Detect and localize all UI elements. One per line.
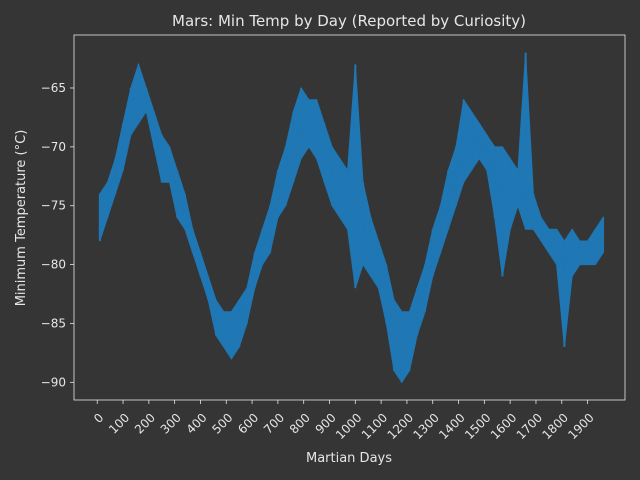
series-line xyxy=(99,92,604,349)
y-tick-label: −70 xyxy=(41,140,66,154)
plot-frame xyxy=(73,34,626,401)
y-axis-label: Minimum Temperature (°C) xyxy=(14,130,29,307)
y-tick-label: −85 xyxy=(41,316,66,330)
y-axis: −65 −70 −75 −80 −85 −90 xyxy=(41,81,74,389)
chart-title: Mars: Min Temp by Day (Reported by Curio… xyxy=(172,12,526,30)
y-tick-label: −65 xyxy=(41,81,66,95)
y-tick-label: −90 xyxy=(41,375,66,389)
y-tick-label: −75 xyxy=(41,199,66,213)
plot-region xyxy=(98,52,605,384)
x-axis-label: Martian Days xyxy=(306,451,392,466)
y-tick-label: −80 xyxy=(41,258,66,272)
